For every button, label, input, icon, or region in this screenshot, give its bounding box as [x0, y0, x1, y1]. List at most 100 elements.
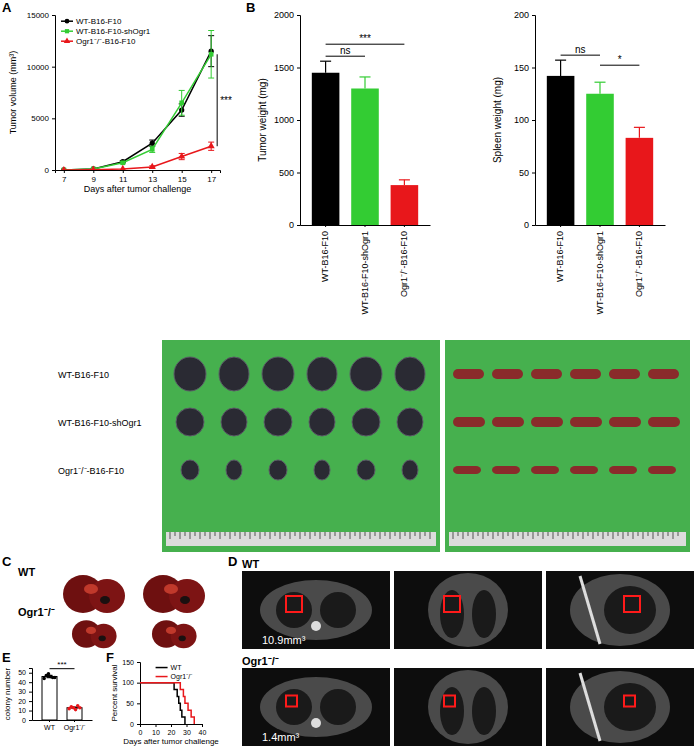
ruler-tick [395, 532, 396, 536]
ruler-tick [180, 532, 181, 539]
chart: 050100150010203040Days after tumor chall… [110, 659, 219, 746]
tick-mark [29, 692, 32, 693]
tick-label: 7 [62, 175, 67, 184]
ruler-tick [340, 532, 341, 539]
tick-mark [365, 225, 366, 227]
ruler-tick [573, 532, 574, 539]
line [140, 683, 185, 724]
spleen [570, 417, 602, 427]
ct-lung [440, 687, 464, 735]
axis-title: Spleen weight (mg) [492, 77, 503, 163]
lung-spot [179, 635, 186, 641]
tick-mark [93, 170, 94, 173]
error-cap [179, 159, 185, 160]
tick: Ogr1⁻/⁻ [64, 720, 87, 732]
ruler-tick [493, 532, 494, 539]
tick: 7 [62, 170, 67, 184]
legend: WTOgr1⁻/⁻ [156, 664, 194, 681]
tick-mark [52, 118, 55, 119]
ruler-tick [633, 532, 634, 539]
error-cap [320, 61, 331, 62]
ruler-tick [518, 532, 519, 536]
spleen [492, 417, 524, 427]
axis-title: Tumor volume (mm³) [8, 51, 18, 135]
lung [171, 624, 197, 648]
spleen [609, 417, 641, 427]
ruler-tick [483, 532, 484, 539]
ruler-tick [528, 532, 529, 536]
ruler-tick [613, 532, 614, 539]
tick-label: 40 [199, 729, 207, 736]
ruler-tick [215, 532, 216, 536]
lung-spot [164, 584, 178, 594]
ct-lung [604, 586, 656, 634]
tick: 40 [199, 724, 207, 736]
tick-label: 20 [18, 698, 26, 705]
axis-line [141, 725, 203, 728]
error-line [325, 61, 326, 73]
tumor [221, 408, 247, 436]
tick: 30 [183, 724, 191, 736]
tumor-photo [162, 340, 440, 552]
line [140, 683, 194, 724]
ruler-tick [200, 532, 201, 539]
legend-label: WT-B16-F10-shOgr1 [76, 27, 151, 36]
ruler-tick [593, 532, 594, 539]
tick: 1000 [274, 115, 300, 125]
tick: 50 [519, 168, 535, 178]
legend-marker [65, 29, 69, 33]
error-cap [555, 60, 566, 61]
tick-mark [29, 682, 32, 683]
tick-label: WT-B16-F10-shOgr1 [360, 231, 370, 315]
ruler-tick [453, 532, 454, 539]
spleen [453, 369, 484, 379]
tick-label: 40 [18, 679, 26, 686]
row-label: WT-B16-F10 [58, 370, 109, 380]
tumor-box [624, 596, 640, 612]
tick: WT-B16-F10-shOgr1 [360, 225, 370, 315]
ruler-tick [255, 532, 256, 536]
ruler-tick [270, 532, 271, 539]
ruler-tick [205, 532, 206, 536]
tick-mark [532, 15, 535, 16]
lung [169, 579, 205, 613]
ruler-tick [598, 532, 599, 536]
tick-mark [137, 683, 140, 684]
ct-spine [311, 718, 321, 728]
tick-mark [123, 170, 124, 173]
axis-title: Tumor weight (mg) [257, 78, 268, 162]
ct-body [260, 580, 372, 640]
axis-line [532, 16, 536, 226]
line [64, 146, 211, 170]
tick-mark [29, 720, 32, 721]
marker [120, 159, 125, 164]
tick-label: 15 [178, 175, 187, 184]
marker [120, 160, 125, 165]
tick-mark [137, 662, 140, 663]
ct-lung [276, 592, 312, 628]
tumor [397, 408, 423, 436]
ct-lung [604, 683, 656, 731]
ruler-tick [663, 532, 664, 539]
ct-image [546, 668, 694, 746]
tick-mark [64, 170, 65, 173]
tick-label: 0 [45, 166, 50, 175]
spleen [648, 417, 680, 427]
marks [140, 683, 194, 724]
tick: WT-B16-F10 [555, 225, 565, 282]
ruler-tick [235, 532, 236, 536]
ruler-tick [330, 532, 331, 539]
ct-image [242, 571, 390, 649]
lung-spot [166, 627, 176, 634]
tick-label: 0 [139, 729, 143, 736]
tick: 17 [207, 170, 216, 184]
point [42, 677, 46, 681]
lung-spot [180, 596, 190, 604]
tick: 20 [18, 698, 32, 705]
error-cap [149, 140, 155, 141]
ct-label: Ogr1⁻/⁻ [242, 655, 279, 667]
spleen [531, 466, 559, 474]
axis-title: Percent survival [110, 664, 119, 721]
axis-title: Days after tumor challenge [123, 737, 219, 746]
tick-mark [404, 225, 405, 227]
